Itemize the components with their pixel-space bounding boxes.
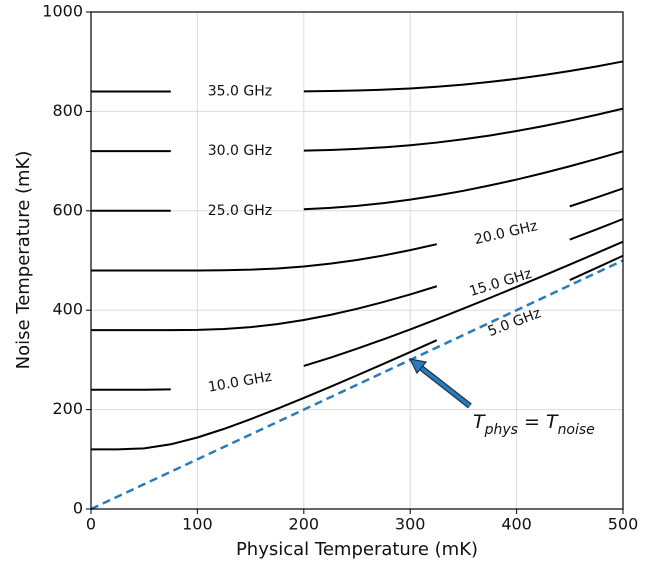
series-line <box>91 218 624 332</box>
y-tick-label: 400 <box>52 300 83 319</box>
plot-frame <box>90 11 624 510</box>
series-line <box>91 254 624 451</box>
grid <box>90 11 624 510</box>
arrow-head <box>408 358 428 375</box>
x-tick-label: 400 <box>501 515 532 534</box>
series-line <box>91 187 624 272</box>
x-tick-label: 300 <box>395 515 426 534</box>
lines <box>90 60 624 511</box>
annotation-subscript: noise <box>558 422 595 438</box>
reference-line <box>90 259 624 511</box>
annotation: Tphys = Tnoise <box>473 411 595 439</box>
x-tick-label: 500 <box>608 515 639 534</box>
y-tick-label: 200 <box>52 399 83 418</box>
y-tick-label: 0 <box>73 499 83 518</box>
x-tick-label: 100 <box>182 515 213 534</box>
curve-label: 35.0 GHz <box>208 84 272 100</box>
arrow-shaft <box>418 365 472 408</box>
y-tick-label: 600 <box>52 200 83 219</box>
x-tick-label: 200 <box>289 515 320 534</box>
curve-label: 25.0 GHz <box>208 203 272 219</box>
y-tick-label: 800 <box>52 101 83 120</box>
x-tick-label: 0 <box>86 515 96 534</box>
series-line <box>91 150 624 212</box>
annotation-arrow <box>408 358 472 409</box>
x-axis-label: Physical Temperature (mK) <box>236 539 478 560</box>
series-line <box>91 107 624 153</box>
series-line <box>91 240 624 391</box>
annotation-subscript: phys <box>484 422 518 438</box>
y-tick-label: 1000 <box>42 2 83 21</box>
annotation-text: T <box>473 411 486 433</box>
series-line <box>91 60 624 93</box>
y-axis-label: Noise Temperature (mK) <box>13 151 34 370</box>
curve-label: 30.0 GHz <box>208 143 272 159</box>
annotation-text: = T <box>518 411 559 433</box>
